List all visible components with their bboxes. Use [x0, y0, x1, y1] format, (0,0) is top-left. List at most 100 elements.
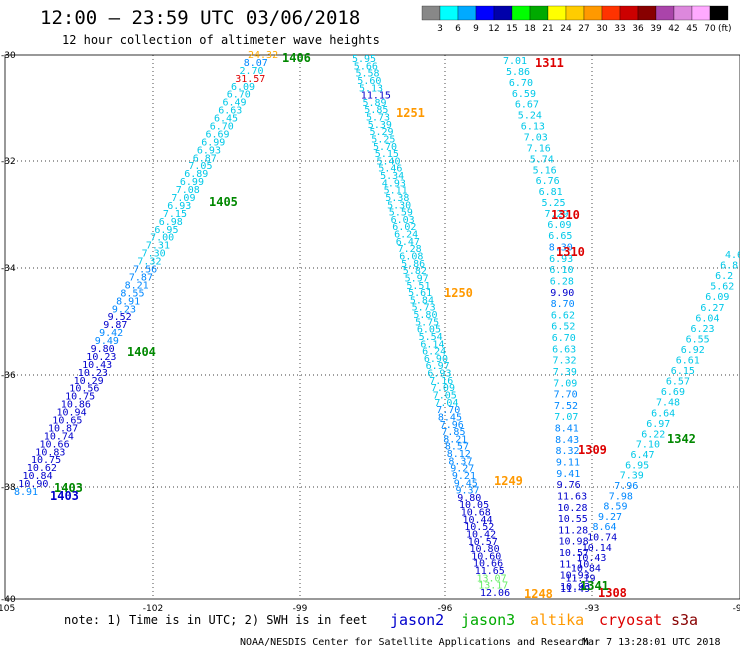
swh-value: 8.07: [244, 58, 268, 69]
swh-value: 5.62: [710, 282, 734, 293]
colorbar-label: 45: [686, 24, 697, 34]
swh-value: 9.37: [456, 486, 480, 497]
colorbar-label: 39: [650, 24, 662, 34]
colorbar-swatch: [421, 5, 441, 21]
swh-value: 6.23: [691, 324, 715, 335]
swh-value: 7.09: [431, 383, 455, 394]
swh-value: 5.73: [366, 113, 390, 124]
swh-value: 5.86: [401, 259, 425, 270]
swh-value: 24.32: [248, 50, 278, 61]
swh-value: 9.11: [556, 458, 580, 469]
swh-value: 6.09: [547, 220, 571, 231]
swh-value: 7.96: [614, 481, 638, 492]
legend-jason2: jason2: [390, 611, 444, 629]
swh-value: 10.84: [571, 563, 601, 574]
swh-value: 6.81: [539, 187, 563, 198]
swh-value: 5.34: [380, 171, 404, 182]
colorbar-label: 9: [473, 24, 479, 34]
swh-value: 10.52: [464, 522, 494, 533]
swh-value: 10.43: [576, 553, 606, 564]
swh-value: 9.27: [598, 512, 622, 523]
swh-value: 6.02: [392, 222, 416, 233]
swh-value: 6.05: [417, 325, 441, 336]
colorbar-label: 12: [488, 24, 499, 34]
swh-value: 7.08: [176, 185, 200, 196]
swh-value: 8.41: [555, 424, 579, 435]
satellite-legend: jason2 jason3 altika cryosat s3a: [390, 611, 698, 629]
colorbar-label: 21: [542, 24, 553, 34]
colorbar-label: 30: [596, 24, 608, 34]
colorbar-swatch: [457, 5, 477, 21]
axis-labels: -105 -102 -99 -96 -93 -90 -30 -32 -34 -36 -38 -40: [0, 51, 740, 614]
swh-value: 12.06: [480, 588, 510, 599]
swh-value: 9.87: [103, 320, 127, 331]
swh-value: 10.23: [86, 352, 116, 363]
swh-value: 8.21: [443, 434, 467, 445]
swh-value: 7.01: [503, 56, 527, 67]
swh-value: 10.65: [52, 416, 82, 427]
swh-value: 10.98: [559, 537, 589, 548]
swh-value: 5.38: [385, 193, 409, 204]
swh-value: 7.04: [434, 398, 458, 409]
swh-value: 7.85: [441, 427, 465, 438]
colorbar-swatch: [529, 5, 549, 21]
pass-time-label: 1310: [556, 245, 585, 259]
swh-value: 8.45: [438, 412, 462, 423]
swh-value: 9.21: [452, 471, 476, 482]
swh-value: 6.49: [223, 98, 247, 109]
swh-value: 10.74: [44, 431, 74, 442]
swh-value: 7.09: [553, 378, 577, 389]
swh-value: 9.76: [557, 480, 581, 491]
swh-value: 5.59: [389, 208, 413, 219]
swh-value: 5.66: [354, 61, 378, 72]
swh-value: 10.93: [560, 582, 590, 593]
swh-value: 10.44: [463, 515, 493, 526]
swh-value: 6.09: [705, 292, 729, 303]
swh-value: 6.8: [720, 261, 738, 272]
swh-value: 8.43: [555, 435, 579, 446]
swh-value: 5.58: [356, 69, 380, 80]
longitude-label: -102: [143, 604, 163, 614]
pass-time-label: 1403: [54, 481, 83, 495]
swh-value: 6.97: [646, 419, 670, 430]
swh-value: 10.23: [78, 368, 108, 379]
colorbar-swatch: [673, 5, 693, 21]
swh-value: 10.83: [35, 447, 65, 458]
swh-value: 8.64: [593, 522, 617, 533]
swh-value: 8.59: [603, 502, 627, 513]
longitude-label: -99: [293, 604, 308, 614]
swh-value: 6.63: [218, 106, 242, 117]
page-title: 12:00 — 23:59 UTC 03/06/2018: [40, 7, 360, 29]
colorbar-swatch: [493, 5, 513, 21]
colorbar-swatch: [709, 5, 729, 21]
swh-value: 6.10: [549, 265, 573, 276]
swh-value: 5.89: [363, 98, 387, 109]
swh-value: 5.40: [377, 156, 401, 167]
swh-value: 8.70: [551, 299, 575, 310]
swh-value: 7.28: [398, 244, 422, 255]
page-subtitle: 12 hour collection of altimeter wave hei…: [62, 33, 380, 47]
swh-value: 9.27: [450, 464, 474, 475]
colorbar-label: 24: [560, 24, 572, 34]
swh-value: 6.93: [427, 369, 451, 380]
swh-value: 10.57: [559, 548, 589, 559]
swh-value: 6.65: [548, 231, 572, 242]
swh-value: 5.95: [352, 54, 376, 65]
swh-value: 7.39: [553, 367, 577, 378]
legend-cryosat: cryosat: [599, 611, 662, 629]
swh-value: 4.6: [725, 250, 740, 261]
pass-time-label: 1342: [667, 432, 696, 446]
swh-value: 7.39: [620, 471, 644, 482]
swh-value: 10.74: [587, 533, 617, 544]
pass-time-label: 1403: [50, 489, 79, 503]
swh-value: 7.05: [188, 161, 212, 172]
swh-value: 6.24: [394, 230, 418, 241]
swh-value: 7.48: [656, 398, 680, 409]
swh-value: 7.96: [440, 420, 464, 431]
colorbar-swatch: [439, 5, 459, 21]
timestamp-text: Mar 7 13:28:01 UTC 2018: [582, 637, 720, 648]
swh-value: 10.42: [466, 530, 496, 541]
swh-value: 7.87: [129, 273, 153, 284]
